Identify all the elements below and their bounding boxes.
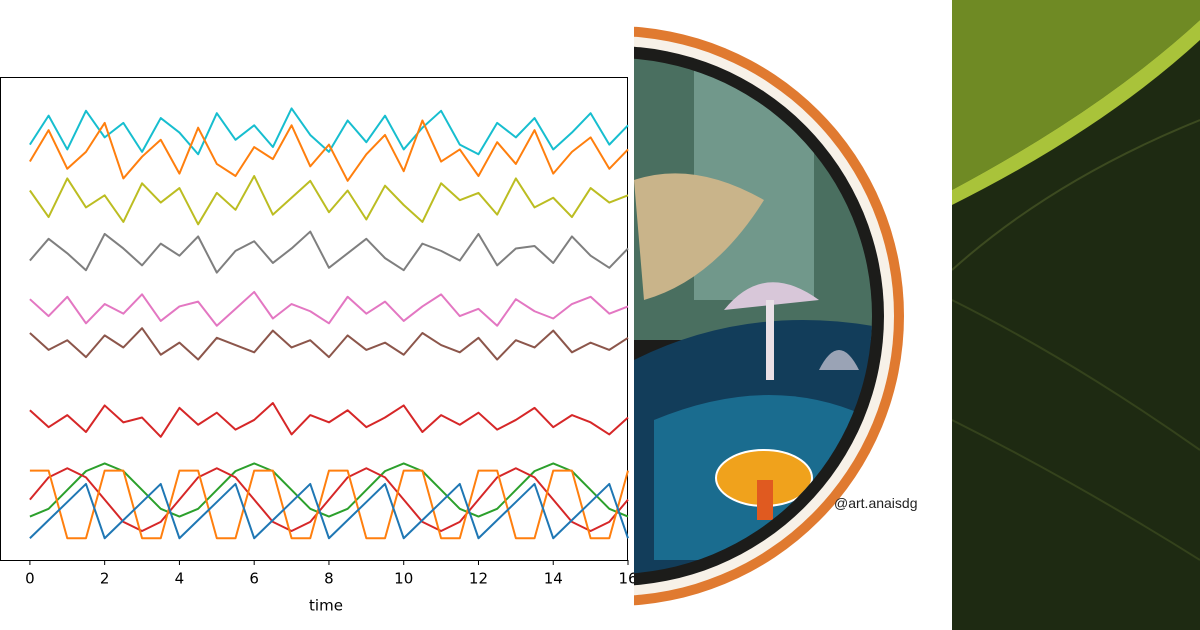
series-line [29, 230, 629, 274]
series-line [29, 175, 629, 226]
aerial-field [952, 0, 1200, 630]
x-tick-label: 16 [618, 570, 634, 588]
x-tick-label: 14 [544, 570, 563, 588]
series-line [29, 462, 629, 518]
x-tick-label: 10 [394, 570, 413, 588]
x-axis-label: time [309, 597, 343, 615]
x-tick-label: 12 [469, 570, 488, 588]
x-tick-label: 2 [100, 570, 110, 588]
x-tick-label: 6 [249, 570, 259, 588]
series-line [29, 402, 629, 438]
series-line [29, 469, 629, 540]
mushroom-art [634, 26, 904, 606]
art-credit: @art.anaisdg [834, 495, 918, 511]
series-line [29, 482, 629, 540]
chart: time 0 2 4 6 8 10 12 14 16 [0, 77, 634, 615]
series-line [29, 290, 629, 327]
series-line [29, 327, 629, 361]
series-line [29, 467, 629, 533]
field-photo [952, 0, 1200, 630]
series-line [29, 119, 629, 182]
x-tick-label: 0 [25, 570, 35, 588]
x-tick-label: 4 [175, 570, 185, 588]
plot-frame [0, 77, 628, 561]
x-tick-label: 8 [324, 570, 334, 588]
artwork-panel: @art.anaisdg [634, 0, 952, 630]
series-line [29, 107, 629, 156]
